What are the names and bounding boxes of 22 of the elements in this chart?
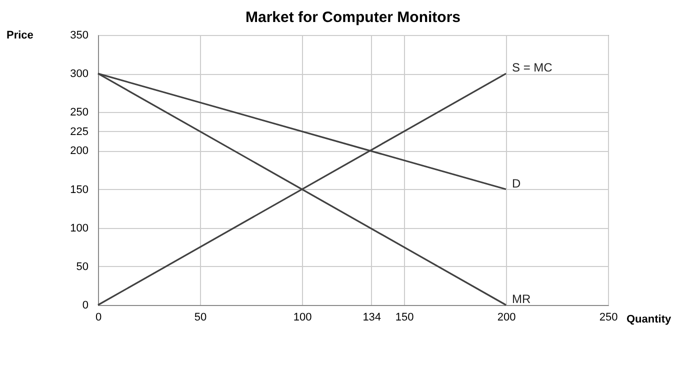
- y-tick-label: 50: [76, 260, 88, 273]
- x-axis-title: Quantity: [626, 314, 672, 326]
- y-tick-label: 225: [70, 126, 88, 138]
- x-tick-label: 0: [95, 312, 102, 324]
- x-tick-label: 134: [362, 312, 382, 324]
- x-tick-label: 200: [497, 312, 516, 324]
- y-axis-title: Price: [6, 30, 34, 42]
- x-tick-label: 50: [194, 312, 207, 324]
- series-label: S = MC: [512, 60, 553, 75]
- x-tick-label: 100: [293, 312, 312, 324]
- y-tick-label: 0: [82, 300, 88, 312]
- chart-title: Market for Computer Monitors: [245, 9, 461, 26]
- series-label: MR: [512, 292, 531, 306]
- x-tick-label: 150: [395, 312, 414, 324]
- y-tick-label: 350: [70, 30, 88, 42]
- x-tick-label: 250: [599, 312, 618, 324]
- y-tick-label: 250: [70, 106, 88, 119]
- y-tick-label: 150: [70, 184, 88, 196]
- series-label: D: [512, 176, 521, 190]
- y-tick-label: 100: [70, 222, 88, 234]
- y-tick-label: 200: [70, 145, 88, 158]
- y-tick-label: 300: [70, 68, 88, 80]
